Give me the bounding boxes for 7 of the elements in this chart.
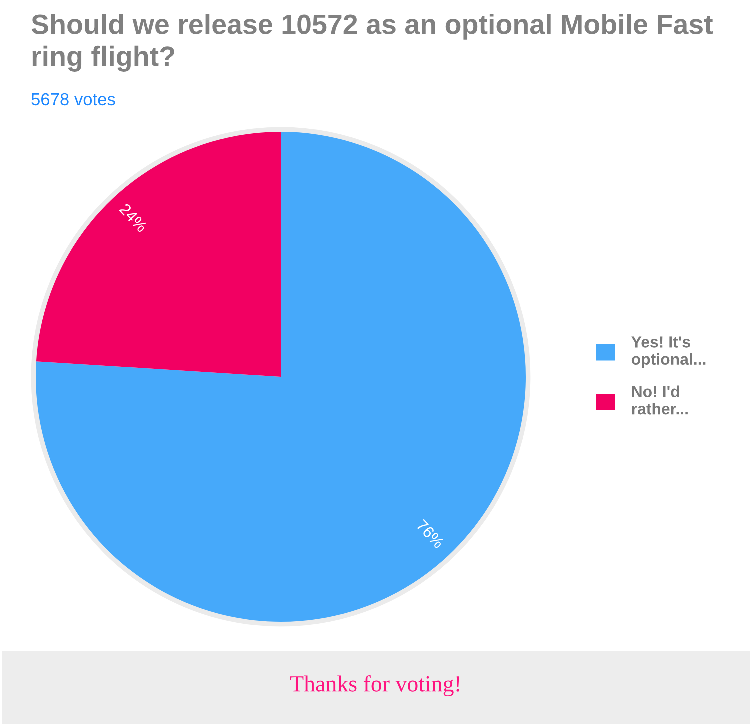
chart-title: Should we release 10572 as an optional Mobile Fast ring flight?: [32, 14, 713, 72]
pie-slice: [36, 132, 526, 622]
text: Thanks for voting!: [290, 675, 460, 697]
chart-subtitle: 5678 votes: [32, 93, 116, 106]
legend-label: No! I'd rather...: [632, 386, 688, 415]
legend-label: Yes! It's optional...: [632, 336, 706, 368]
pie-slice: [36, 132, 281, 377]
